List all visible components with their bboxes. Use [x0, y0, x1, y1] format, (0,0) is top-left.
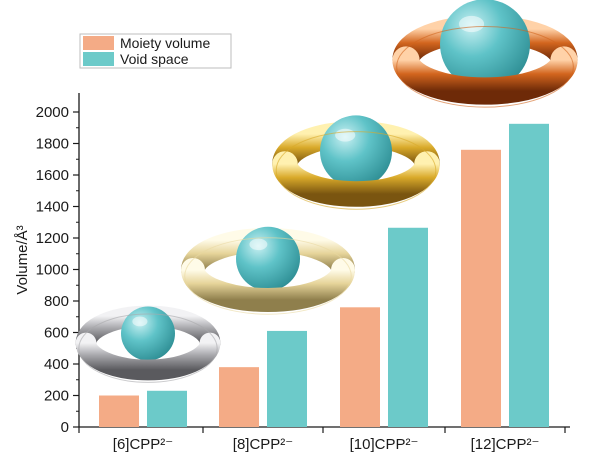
- ring-edge: [275, 131, 437, 210]
- y-tick-label: 800: [44, 293, 69, 310]
- bar-moiety-volume: [219, 367, 259, 427]
- y-tick-label: 600: [44, 325, 69, 342]
- y-tick-label: 1400: [36, 199, 69, 216]
- bar-moiety-volume: [340, 307, 380, 427]
- y-tick-label: 1800: [36, 136, 69, 153]
- molecule-2: [272, 115, 440, 210]
- molecule-1: [181, 226, 355, 315]
- ring-front: [272, 151, 440, 207]
- void-sphere: [236, 226, 300, 291]
- molecule-illustrations: [75, 0, 578, 383]
- x-category-label: [6]CPP²⁻: [113, 436, 173, 453]
- ring-front: [181, 258, 355, 312]
- void-sphere: [320, 115, 392, 188]
- bar-void-space: [509, 123, 549, 427]
- bar-void-space: [147, 390, 187, 427]
- x-ticks: [6]CPP²⁻ [8]CPP²⁻ [10]CPP²⁻ [12]CPP²⁻: [78, 427, 566, 453]
- ring-edge: [184, 237, 352, 315]
- y-ticks: 0 200 400 600 800 1000 1200 1400 1600 1800 2000: [36, 104, 79, 436]
- molecule-0: [75, 305, 221, 383]
- bar-moiety-volume: [461, 149, 501, 428]
- legend: Moiety volume Void space: [79, 33, 232, 69]
- sphere-highlight: [249, 238, 268, 251]
- y-tick-label: 1200: [36, 230, 69, 247]
- y-tick-label: 2000: [36, 104, 69, 121]
- y-tick-label: 1000: [36, 262, 69, 279]
- sphere-highlight: [458, 15, 485, 33]
- bar-void-space: [267, 330, 307, 427]
- legend-swatch-moiety: [83, 36, 114, 50]
- y-tick-label: 400: [44, 356, 69, 373]
- sphere-highlight: [132, 316, 148, 327]
- legend-label-void: Void space: [120, 51, 189, 67]
- bar-moiety-volume: [99, 395, 139, 427]
- void-sphere: [121, 306, 175, 361]
- y-tick-label: 1600: [36, 167, 69, 184]
- y-tick-label: 0: [61, 419, 69, 436]
- ring-edge: [396, 25, 574, 108]
- bar-void-space: [388, 227, 428, 427]
- bars: [99, 123, 549, 428]
- x-category-label: [10]CPP²⁻: [350, 436, 419, 453]
- y-axis-title: Volume/Å³: [14, 225, 31, 294]
- ring-front: [392, 46, 578, 105]
- molecule-3: [392, 0, 578, 108]
- x-category-label: [12]CPP²⁻: [471, 436, 540, 453]
- x-category-label: [8]CPP²⁻: [233, 436, 293, 453]
- y-tick-label: 200: [44, 388, 69, 405]
- legend-label-moiety: Moiety volume: [120, 35, 210, 51]
- sphere-highlight: [335, 128, 356, 142]
- ring-front: [75, 332, 221, 381]
- ring-edge: [78, 313, 218, 383]
- legend-swatch-void: [83, 52, 114, 66]
